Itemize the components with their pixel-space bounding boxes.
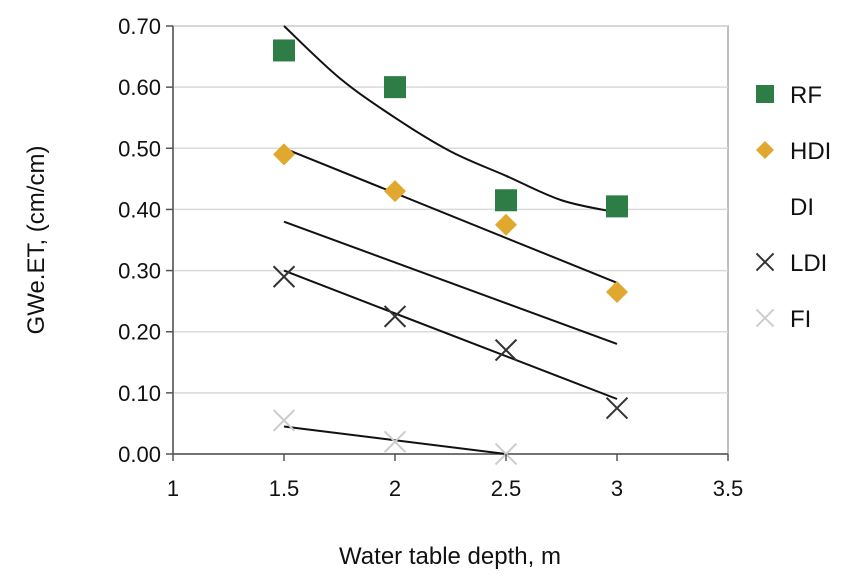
- legend: RF HDI DI LDI FI: [755, 82, 831, 333]
- data-points: [272, 39, 629, 466]
- y-tick-label: 0.20: [118, 320, 161, 345]
- point-rf: [384, 76, 406, 99]
- point-hdi: [606, 280, 628, 303]
- y-tick-label: 0.50: [118, 136, 161, 161]
- point-hdi: [384, 180, 406, 203]
- point-fi: [383, 430, 407, 453]
- plot-area: [172, 25, 729, 455]
- point-ldi: [383, 305, 407, 328]
- y-tick-label: 0.10: [118, 381, 161, 406]
- trendline-fi: [283, 425, 507, 455]
- grid-lines: [172, 25, 728, 455]
- point-ldi: [494, 338, 518, 362]
- trendline-rf: [283, 25, 618, 214]
- trendline-ldi: [283, 269, 618, 400]
- legend-label-fi: FI: [790, 306, 811, 333]
- y-tick-label: 0.30: [118, 259, 161, 284]
- y-tick-label: 0.60: [118, 75, 161, 100]
- legend-marker-rf: [756, 85, 774, 103]
- legend-marker-ldi: [755, 252, 775, 272]
- point-ldi: [272, 265, 296, 288]
- trendline-di: [283, 220, 618, 345]
- legend-label-ldi: LDI: [790, 250, 827, 277]
- x-axis-title: Water table depth, m: [339, 543, 561, 570]
- x-tick-label: 3: [611, 476, 623, 501]
- point-hdi: [495, 213, 517, 236]
- point-fi: [272, 409, 296, 432]
- legend-label-di: DI: [790, 194, 814, 221]
- legend-label-hdi: HDI: [790, 138, 831, 165]
- legend-label-rf: RF: [790, 82, 822, 109]
- y-axis-ticks: 0.00 0.10 0.20 0.30 0.40 0.50 0.60 0.70: [118, 14, 173, 467]
- x-tick-label: 2: [389, 476, 401, 501]
- x-tick-label: 2.5: [491, 476, 522, 501]
- x-axis-ticks: 1 1.5 2 2.5 3 3.5: [167, 454, 743, 501]
- y-tick-label: 0.00: [118, 442, 161, 467]
- x-tick-label: 1.5: [269, 476, 300, 501]
- point-ldi: [605, 396, 629, 420]
- x-tick-label: 3.5: [713, 476, 744, 501]
- point-hdi: [273, 143, 295, 166]
- point-rf: [495, 189, 517, 212]
- point-rf: [273, 39, 295, 62]
- point-rf: [606, 195, 628, 218]
- trend-lines: [283, 25, 618, 455]
- legend-marker-hdi: [756, 141, 774, 159]
- y-tick-label: 0.40: [118, 197, 161, 222]
- x-tick-label: 1: [167, 476, 179, 501]
- legend-marker-fi: [755, 308, 775, 328]
- y-axis-title: GWe.ET, (cm/cm): [23, 146, 50, 335]
- y-tick-label: 0.70: [118, 14, 161, 39]
- trendline-hdi: [283, 147, 618, 284]
